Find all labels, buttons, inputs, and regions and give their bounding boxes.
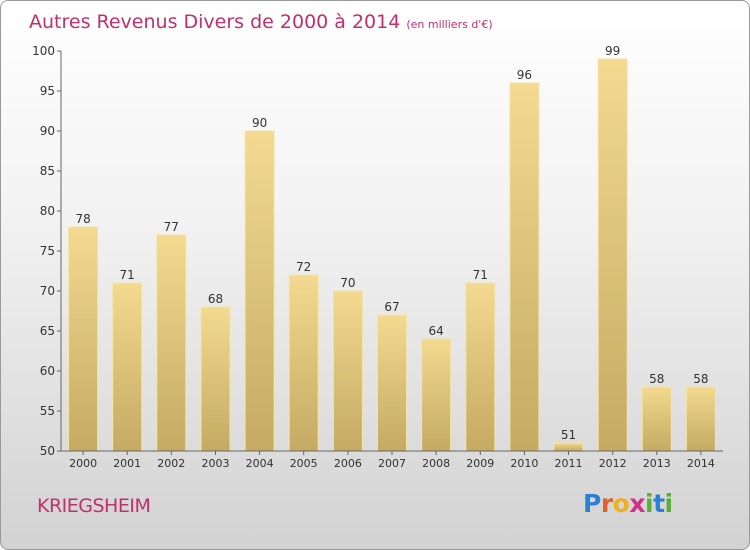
- x-tick-label: 2013: [643, 457, 671, 470]
- y-tick-label: 90: [40, 124, 55, 138]
- data-label: 51: [561, 428, 576, 442]
- x-tick-label: 2004: [246, 457, 274, 470]
- y-tick-label: 100: [32, 44, 55, 58]
- y-tick-label: 70: [40, 284, 55, 298]
- data-label: 99: [605, 44, 620, 58]
- x-tick-label: 2003: [202, 457, 230, 470]
- commune-name: KRIEGSHEIM: [37, 495, 151, 517]
- x-tick-label: 2012: [599, 457, 627, 470]
- y-tick-label: 75: [40, 244, 55, 258]
- logo-letter: r: [600, 489, 613, 518]
- data-label: 58: [693, 372, 708, 386]
- x-tick-label: 2005: [290, 457, 318, 470]
- y-tick-label: 80: [40, 204, 55, 218]
- logo-letter: i: [645, 489, 654, 518]
- bar: [244, 130, 275, 452]
- x-tick-label: 2008: [422, 457, 450, 470]
- y-tick-label: 65: [40, 324, 55, 338]
- x-tick-label: 2001: [113, 457, 141, 470]
- y-tick-label: 60: [40, 364, 55, 378]
- logo-letter: i: [664, 489, 674, 518]
- unit-label: (en milliers d'€): [406, 18, 493, 31]
- bar: [465, 282, 496, 452]
- data-label: 71: [120, 268, 135, 282]
- bar: [597, 58, 628, 452]
- logo-letter: x: [629, 489, 645, 518]
- x-tick-label: 2010: [510, 457, 538, 470]
- bar: [156, 234, 187, 452]
- data-label: 64: [428, 324, 443, 338]
- y-tick-label: 55: [40, 404, 55, 418]
- logo-letter: t: [653, 489, 665, 518]
- bar: [421, 338, 452, 452]
- x-tick-label: 2014: [687, 457, 715, 470]
- x-tick-label: 2007: [378, 457, 406, 470]
- data-label: 72: [296, 260, 311, 274]
- bar: [68, 226, 99, 452]
- data-label: 96: [517, 68, 532, 82]
- logo-letter: P: [583, 489, 601, 518]
- chart-title: Autres Revenus Divers de 2000 à 2014 (en …: [29, 11, 493, 33]
- data-label: 90: [252, 116, 267, 130]
- y-tick-label: 95: [40, 84, 55, 98]
- data-label: 78: [75, 212, 90, 226]
- bar: [112, 282, 143, 452]
- bar: [641, 386, 672, 452]
- data-label: 67: [384, 300, 399, 314]
- bar: [553, 442, 584, 452]
- y-tick-label: 85: [40, 164, 55, 178]
- y-tick-label: 50: [40, 444, 55, 458]
- bars-group: 78 71 77 68 90 72 70 67 64 71 96 51 99 58 58: [68, 44, 716, 452]
- bar: [509, 82, 540, 452]
- bar: [288, 274, 319, 452]
- axes-group: 2000 2001 2002 2003 2004 2005 2006 2007 2008 2009…: [32, 44, 723, 470]
- data-label: 70: [340, 276, 355, 290]
- bar: [685, 386, 716, 452]
- bar: [332, 290, 363, 452]
- x-tick-label: 2011: [555, 457, 583, 470]
- data-label: 68: [208, 292, 223, 306]
- x-tick-label: 2002: [157, 457, 185, 470]
- x-tick-label: 2000: [69, 457, 97, 470]
- data-label: 77: [164, 220, 179, 234]
- bar: [200, 306, 231, 452]
- x-tick-label: 2006: [334, 457, 362, 470]
- x-tick-label: 2009: [466, 457, 494, 470]
- proxiti-logo: Proxiti: [583, 489, 673, 518]
- title-text: Autres Revenus Divers de 2000 à 2014: [29, 11, 401, 33]
- logo-letter: o: [612, 489, 630, 518]
- data-label: 58: [649, 372, 664, 386]
- data-label: 71: [473, 268, 488, 282]
- bar: [377, 314, 407, 452]
